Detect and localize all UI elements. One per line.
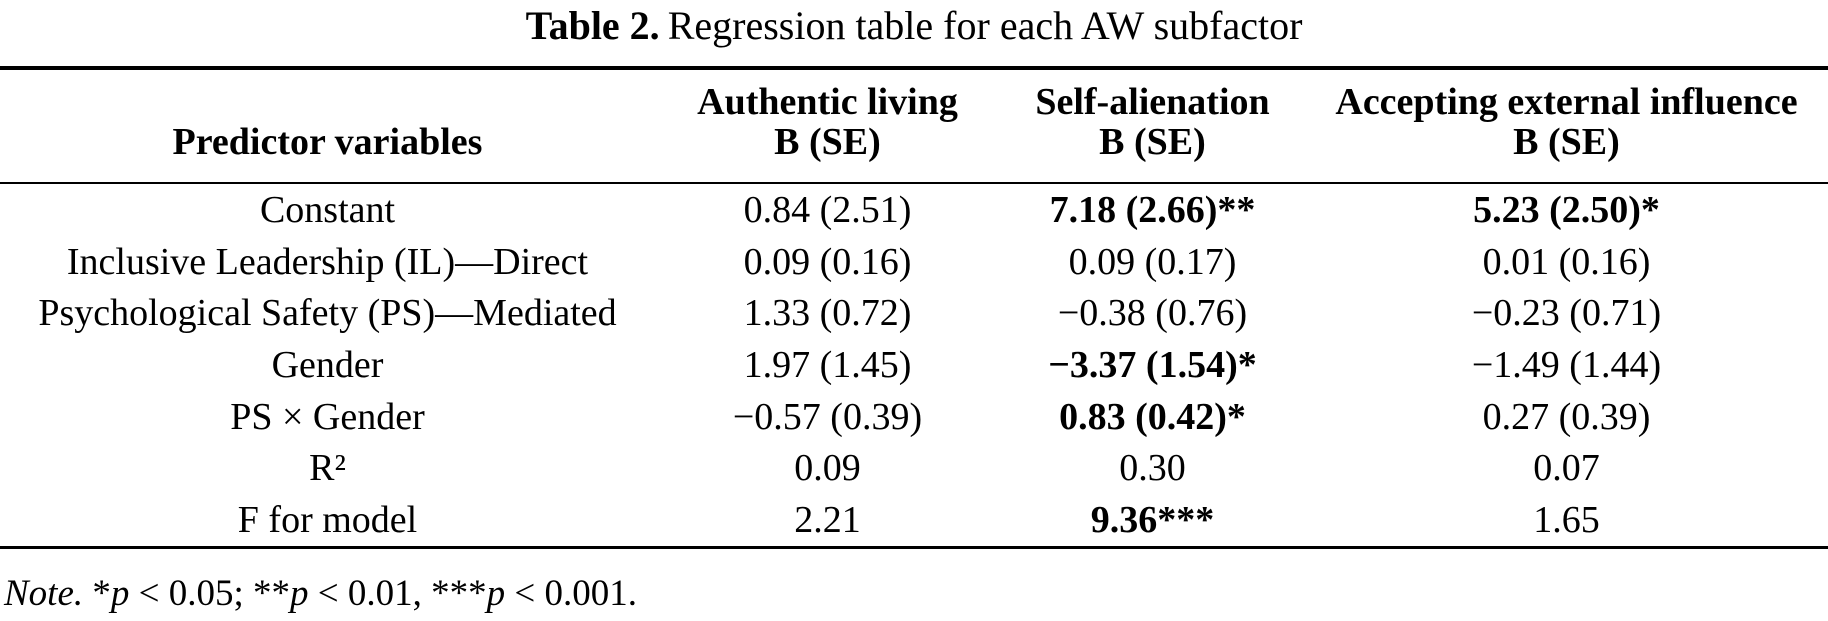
row-label: F for model (237, 499, 418, 542)
header-b-se-col2: B (SE) (774, 121, 881, 163)
note-p: p (290, 573, 309, 614)
header-line-2: Predictor variables B (SE) B (SE) B (SE) (0, 122, 1828, 162)
table-row-f-for-model: F for model 2.21 9.36*** 1.65 (0, 494, 1828, 546)
table-row-gender: Gender 1.97 (1.45) −3.37 (1.54)* −1.49 (… (0, 339, 1828, 391)
header-predictor-variables: Predictor variables (172, 121, 483, 163)
table-cell: 0.09 (794, 447, 861, 490)
note-p: p (486, 573, 506, 614)
table-cell: 0.30 (1119, 447, 1186, 490)
row-label: Inclusive Leadership (IL)—Direct (66, 240, 589, 283)
bottom-rule (0, 546, 1828, 549)
row-label: Psychological Safety (PS)—Mediated (38, 292, 617, 335)
note-seg: * (83, 573, 111, 614)
header-b-se-col4: B (SE) (1513, 121, 1620, 163)
note-p: p (110, 573, 130, 614)
table-cell: 9.36*** (1090, 499, 1215, 542)
table-cell: 0.07 (1533, 447, 1600, 490)
table-cell: −0.38 (0.76) (1057, 292, 1248, 335)
row-label: Gender (271, 344, 384, 387)
table-header: Authentic living Self-alienation Accepti… (0, 70, 1828, 182)
header-b-se-col3: B (SE) (1099, 121, 1206, 163)
table-cell: 1.33 (0.72) (743, 292, 912, 335)
row-label: R² (309, 447, 346, 490)
note-seg: < 0.001. (505, 573, 638, 614)
header-accepting-external-influence: Accepting external influence (1335, 81, 1798, 123)
table-cell: 5.23 (2.50)* (1473, 188, 1660, 231)
table-cell: 0.09 (0.16) (743, 240, 912, 283)
table-row-inclusive-leadership: Inclusive Leadership (IL)—Direct 0.09 (0… (0, 236, 1828, 288)
table-row-r-squared: R² 0.09 0.30 0.07 (0, 443, 1828, 495)
table-note: Note. *p < 0.05; **p < 0.01, ***p < 0.00… (0, 575, 1828, 612)
table-cell: −1.49 (1.44) (1471, 344, 1662, 387)
header-line-1: Authentic living Self-alienation Accepti… (0, 82, 1828, 122)
header-self-alienation: Self-alienation (1035, 81, 1270, 123)
table-title-text: Regression table for each AW subfactor (667, 3, 1303, 48)
note-seg: < 0.01, *** (308, 573, 487, 614)
table-body: Constant 0.84 (2.51) 7.18 (2.66)** 5.23 … (0, 184, 1828, 546)
note-label: Note. (4, 573, 84, 614)
header-spacer (0, 82, 655, 122)
table-cell: −0.57 (0.39) (732, 395, 923, 438)
header-rule (0, 182, 1828, 184)
header-authentic-living: Authentic living (697, 81, 958, 123)
table-cell: 0.83 (0.42)* (1059, 395, 1246, 438)
table-row-constant: Constant 0.84 (2.51) 7.18 (2.66)** 5.23 … (0, 184, 1828, 236)
table-cell: 0.01 (0.16) (1482, 240, 1651, 283)
table-cell: 0.27 (0.39) (1482, 395, 1651, 438)
row-label: PS × Gender (230, 395, 425, 438)
table-row-psychological-safety: Psychological Safety (PS)—Mediated 1.33 … (0, 287, 1828, 339)
table-cell: 7.18 (2.66)** (1049, 188, 1256, 231)
table-title-label: Table 2. (525, 3, 660, 48)
table-title: Table 2. Regression table for each AW sub… (0, 0, 1828, 46)
table-cell: 1.97 (1.45) (743, 344, 912, 387)
table-row-ps-x-gender: PS × Gender −0.57 (0.39) 0.83 (0.42)* 0.… (0, 391, 1828, 443)
table-cell: 0.09 (0.17) (1068, 240, 1237, 283)
table-cell: 1.65 (1533, 499, 1600, 542)
top-rule (0, 66, 1828, 70)
table-cell: 2.21 (794, 499, 861, 542)
table-cell: −0.23 (0.71) (1471, 292, 1662, 335)
row-label: Constant (259, 188, 396, 231)
note-seg: < 0.05; ** (129, 573, 291, 614)
table-cell: −3.37 (1.54)* (1048, 344, 1257, 387)
table-cell: 0.84 (2.51) (743, 188, 912, 231)
